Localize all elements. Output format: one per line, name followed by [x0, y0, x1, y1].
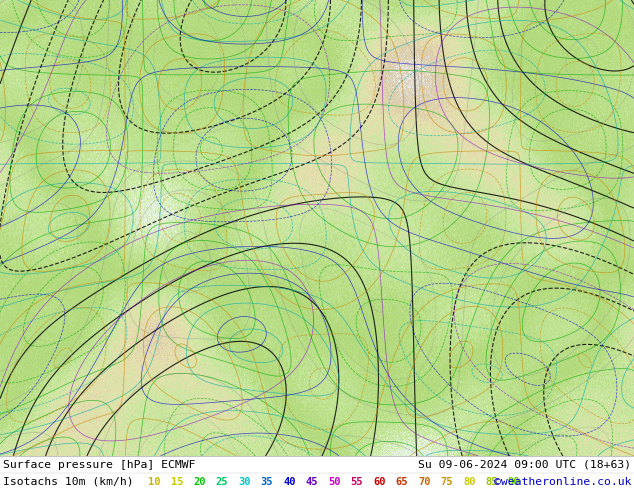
Text: 75: 75	[441, 476, 453, 487]
Bar	[0, 456, 634, 473]
Text: 55: 55	[351, 476, 363, 487]
Text: 35: 35	[261, 476, 273, 487]
Bar	[0, 473, 634, 490]
Text: 45: 45	[306, 476, 318, 487]
Text: 25: 25	[216, 476, 228, 487]
Text: 80: 80	[463, 476, 476, 487]
Text: ©weatheronline.co.uk: ©weatheronline.co.uk	[493, 476, 631, 487]
Text: Isotachs 10m (km/h): Isotachs 10m (km/h)	[3, 476, 134, 487]
Text: 50: 50	[328, 476, 340, 487]
Text: 30: 30	[238, 476, 250, 487]
Text: 70: 70	[418, 476, 430, 487]
Text: 65: 65	[396, 476, 408, 487]
Text: Su 09-06-2024 09:00 UTC (18+63): Su 09-06-2024 09:00 UTC (18+63)	[418, 460, 631, 469]
Text: 20: 20	[193, 476, 205, 487]
Text: 60: 60	[373, 476, 385, 487]
Text: 90: 90	[508, 476, 521, 487]
Text: 85: 85	[486, 476, 498, 487]
Text: 15: 15	[171, 476, 183, 487]
Text: 40: 40	[283, 476, 295, 487]
Text: 10: 10	[148, 476, 160, 487]
Text: Surface pressure [hPa] ECMWF: Surface pressure [hPa] ECMWF	[3, 460, 195, 469]
